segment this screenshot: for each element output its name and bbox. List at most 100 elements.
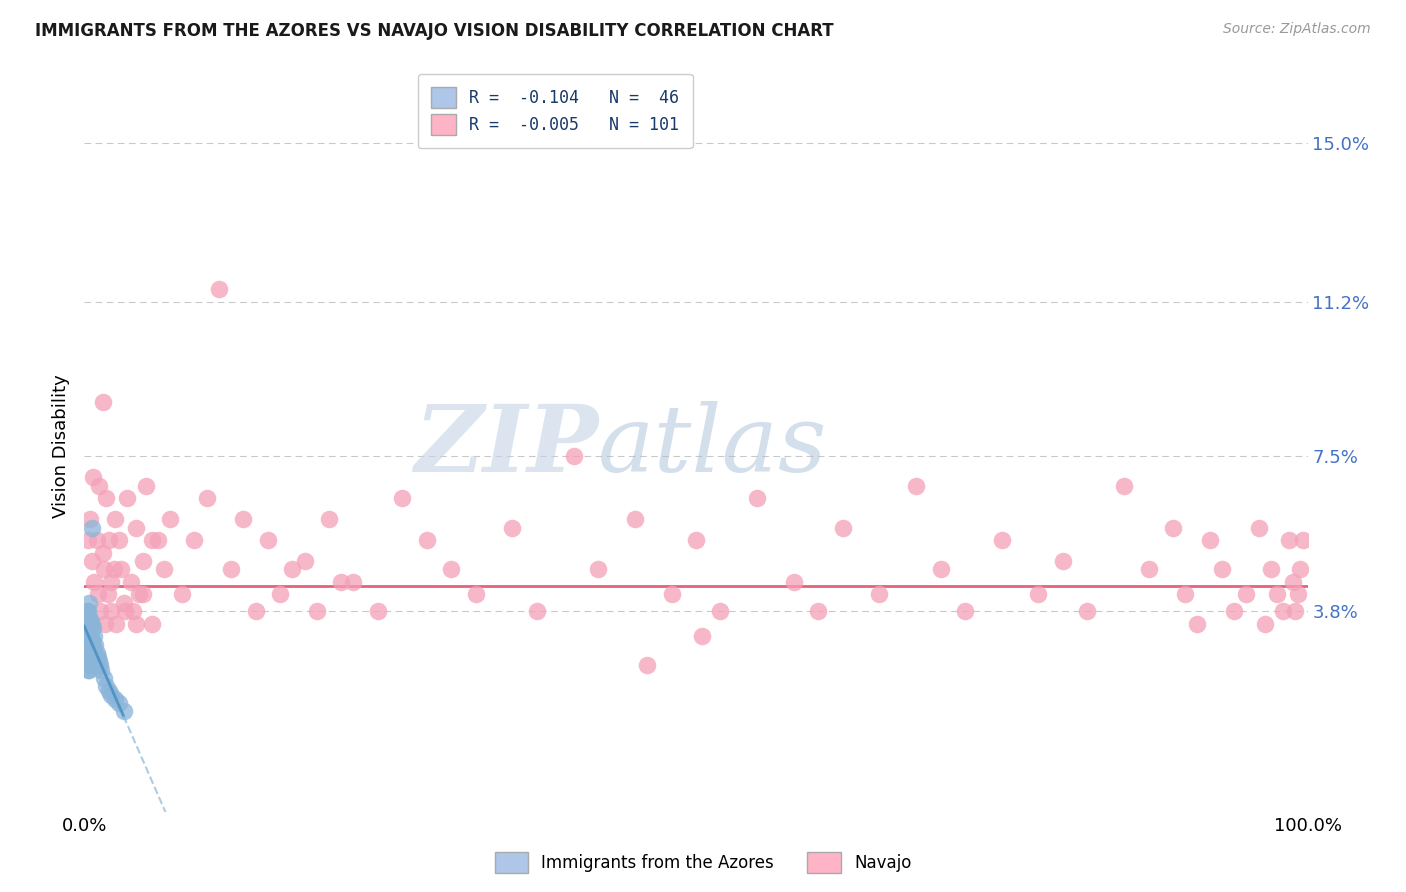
Point	[257, 533, 280, 547]
Point	[87, 587, 110, 601]
Point	[87, 479, 110, 493]
Point	[1187, 616, 1209, 631]
Point	[991, 533, 1014, 547]
Point	[83, 574, 105, 589]
Point	[141, 616, 163, 631]
Point	[1260, 562, 1282, 576]
Point	[79, 658, 101, 673]
Point	[76, 616, 98, 631]
Point	[132, 554, 155, 568]
Point	[77, 650, 100, 665]
Point	[90, 663, 112, 677]
Point	[709, 604, 731, 618]
Point	[86, 646, 108, 660]
Point	[125, 520, 148, 534]
Point	[114, 604, 136, 618]
Point	[86, 533, 108, 547]
Point	[107, 533, 129, 547]
Point	[89, 658, 111, 673]
Point	[79, 612, 101, 626]
Point	[1052, 554, 1074, 568]
Point	[77, 650, 100, 665]
Point	[636, 658, 658, 673]
Point	[112, 596, 135, 610]
Point	[1161, 520, 1184, 534]
Point	[80, 633, 103, 648]
Point	[79, 629, 101, 643]
Point	[86, 658, 108, 673]
Point	[76, 646, 98, 660]
Point	[831, 520, 853, 534]
Point	[91, 545, 114, 559]
Point	[685, 533, 707, 547]
Point	[100, 688, 122, 702]
Text: IMMIGRANTS FROM THE AZORES VS NAVAJO VISION DISABILITY CORRELATION CHART: IMMIGRANTS FROM THE AZORES VS NAVAJO VIS…	[35, 22, 834, 40]
Point	[128, 587, 150, 601]
Point	[96, 491, 118, 506]
Text: Source: ZipAtlas.com: Source: ZipAtlas.com	[1223, 22, 1371, 37]
Point	[105, 616, 128, 631]
Point	[1278, 533, 1301, 547]
Point	[77, 625, 100, 640]
Point	[1284, 604, 1306, 618]
Point	[82, 621, 104, 635]
Point	[77, 533, 100, 547]
Point	[104, 691, 127, 706]
Point	[77, 663, 100, 677]
Point	[172, 587, 194, 601]
Point	[80, 616, 103, 631]
Point	[110, 562, 132, 576]
Point	[367, 604, 389, 618]
Point	[77, 612, 100, 626]
Point	[1223, 604, 1246, 618]
Legend: R =  -0.104   N =  46, R =  -0.005   N = 101: R = -0.104 N = 46, R = -0.005 N = 101	[418, 74, 693, 148]
Point	[953, 604, 976, 618]
Point	[135, 479, 157, 493]
Point	[342, 574, 364, 589]
Point	[464, 587, 486, 601]
Point	[562, 450, 585, 464]
Point	[690, 629, 713, 643]
Point	[93, 562, 115, 576]
Point	[294, 554, 316, 568]
Point	[1076, 604, 1098, 618]
Point	[93, 671, 115, 685]
Point	[526, 604, 548, 618]
Point	[125, 616, 148, 631]
Point	[1265, 587, 1288, 601]
Point	[120, 574, 142, 589]
Point	[502, 520, 524, 534]
Point	[1211, 562, 1233, 576]
Point	[1272, 604, 1295, 618]
Point	[208, 282, 231, 296]
Point	[219, 562, 242, 576]
Point	[79, 646, 101, 660]
Point	[77, 604, 100, 618]
Point	[141, 533, 163, 547]
Point	[1198, 533, 1220, 547]
Point	[76, 654, 98, 668]
Point	[1174, 587, 1197, 601]
Point	[1282, 574, 1305, 589]
Point	[82, 654, 104, 668]
Point	[391, 491, 413, 506]
Point	[82, 638, 104, 652]
Point	[75, 629, 97, 643]
Point	[869, 587, 891, 601]
Point	[77, 638, 100, 652]
Point	[783, 574, 806, 589]
Point	[83, 646, 105, 660]
Point	[1137, 562, 1160, 576]
Point	[96, 679, 118, 693]
Point	[80, 554, 103, 568]
Point	[440, 562, 463, 576]
Point	[159, 512, 181, 526]
Text: ZIP: ZIP	[413, 401, 598, 491]
Point	[100, 604, 122, 618]
Point	[281, 562, 304, 576]
Text: atlas: atlas	[598, 401, 828, 491]
Point	[269, 587, 291, 601]
Point	[305, 604, 328, 618]
Legend: Immigrants from the Azores, Navajo: Immigrants from the Azores, Navajo	[488, 846, 918, 880]
Point	[1292, 533, 1315, 547]
